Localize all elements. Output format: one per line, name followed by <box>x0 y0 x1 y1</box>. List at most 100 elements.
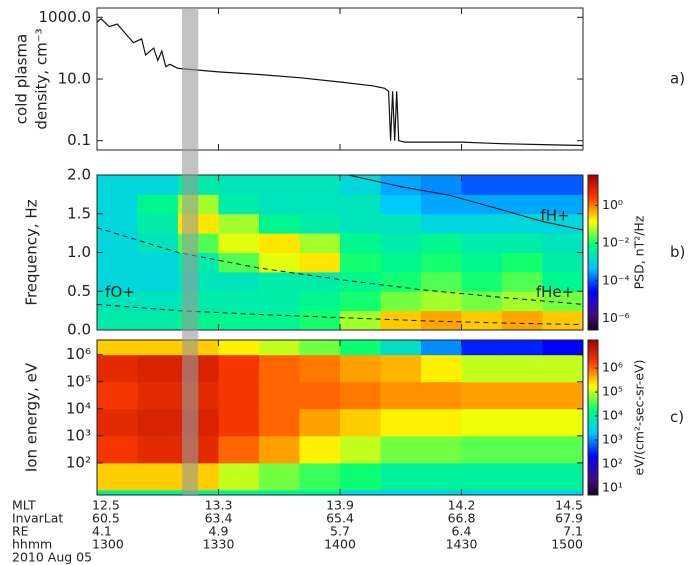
colorbar-step <box>588 383 598 387</box>
heatmap-cell <box>340 408 381 437</box>
heatmap-cell <box>259 381 300 410</box>
colorbar-step <box>588 288 598 292</box>
heatmap-cell <box>340 233 381 253</box>
heatmap-cell <box>97 462 138 491</box>
y-tick-label: 0.5 <box>67 282 91 300</box>
colorbar-step <box>588 492 598 496</box>
heatmap-cell <box>97 381 138 410</box>
colorbar-step <box>588 469 598 473</box>
heatmap-cell <box>421 175 462 195</box>
heatmap-cell <box>502 489 543 496</box>
colorbar-step <box>588 391 598 395</box>
colorbar-step <box>588 389 598 393</box>
heatmap-cell <box>340 340 381 356</box>
heatmap-cell <box>421 462 462 491</box>
colorbar-step <box>588 482 598 486</box>
colorbar-step <box>588 216 598 220</box>
colorbar-step <box>588 180 598 184</box>
colorbar-step <box>588 489 598 493</box>
y-axis-title: density, cm⁻³ <box>33 28 51 129</box>
y-tick-label: 0.0 <box>67 321 91 339</box>
heatmap-cell <box>502 175 543 195</box>
cyclotron-line <box>347 174 584 231</box>
heatmap-cell <box>421 340 462 356</box>
heatmap-cell <box>218 175 260 195</box>
line-label: fO+ <box>105 283 135 301</box>
line-label: fHe+ <box>536 283 574 301</box>
heatmap-cell <box>137 462 179 491</box>
x-tick-label: 4.9 <box>209 524 229 539</box>
heatmap-cell <box>502 462 543 491</box>
heatmap-cell <box>218 291 260 312</box>
x-row-name: RE <box>12 524 29 539</box>
heatmap-cell <box>542 194 584 215</box>
heatmap-cell <box>461 310 503 331</box>
heatmap-cell <box>97 271 138 292</box>
colorbar-tick-label: 10² <box>602 455 623 470</box>
heatmap-cell <box>421 213 462 234</box>
heatmap-cell <box>340 252 381 273</box>
heatmap-cell <box>97 233 138 253</box>
y-axis-title: cold plasma <box>13 34 31 124</box>
heatmap-cell <box>299 291 341 312</box>
heatmap-cell <box>542 233 584 253</box>
colorbar-step <box>588 342 598 346</box>
heatmap-cell <box>218 252 260 273</box>
colorbar-step <box>588 438 598 442</box>
heatmap-cell <box>421 310 462 331</box>
heatmap-cell <box>542 489 584 496</box>
colorbar-step <box>588 420 598 424</box>
x-tick-label: 14.5 <box>555 498 583 513</box>
heatmap-cell <box>542 310 584 331</box>
colorbar-step <box>588 474 598 478</box>
heatmap-cell <box>421 271 462 292</box>
heatmap-cell <box>137 213 179 234</box>
heatmap-cell <box>259 233 300 253</box>
colorbar-step <box>588 368 598 372</box>
heatmap-cell <box>340 381 381 410</box>
heatmap-cell <box>137 489 179 496</box>
heatmap-cell <box>218 462 260 491</box>
y-axis-title: Frequency, Hz <box>23 199 41 305</box>
colorbar-frame <box>587 339 599 496</box>
heatmap-cell <box>461 408 503 437</box>
colorbar-step <box>588 425 598 429</box>
heatmap-cell <box>97 354 138 383</box>
y-axis-title: Ion energy, eV <box>23 362 41 472</box>
y-tick-label: 0.1 <box>67 131 91 149</box>
y-tick-label: 2.0 <box>67 166 91 184</box>
colorbar-step <box>588 239 598 243</box>
heatmap-cell <box>299 489 341 496</box>
colorbar-step <box>588 211 598 215</box>
heatmap-cell <box>380 354 422 383</box>
colorbar-step <box>588 260 598 264</box>
heatmap-cell <box>421 489 462 496</box>
colorbar-step <box>588 479 598 483</box>
heatmap-cell <box>542 271 584 292</box>
colorbar-step <box>588 327 598 331</box>
heatmap-cell <box>502 381 543 410</box>
colorbar-step <box>588 404 598 408</box>
colorbar-step <box>588 229 598 233</box>
heatmap-cell <box>218 489 260 496</box>
colorbar-step <box>588 195 598 199</box>
colorbar-step <box>588 262 598 266</box>
heatmap-cell <box>461 381 503 410</box>
x-row-name: MLT <box>12 498 36 513</box>
x-row-name: InvarLat <box>12 511 63 526</box>
colorbar-tick-label: 10⁴ <box>602 408 623 423</box>
heatmap-cell <box>421 408 462 437</box>
heatmap-cell <box>259 271 300 292</box>
heatmap-cell <box>299 271 341 292</box>
colorbar-step <box>588 461 598 465</box>
y-tick-label: 10² <box>66 453 91 471</box>
heatmap-cell <box>380 462 422 491</box>
heatmap-cell <box>137 408 179 437</box>
x-tick-label: 67.9 <box>555 511 583 526</box>
colorbar-step <box>588 399 598 403</box>
heatmap-cell <box>502 271 543 292</box>
colorbar-step <box>588 407 598 411</box>
heatmap-cell <box>299 233 341 253</box>
colorbar-step <box>588 427 598 431</box>
x-tick-label: 7.1 <box>563 524 583 539</box>
